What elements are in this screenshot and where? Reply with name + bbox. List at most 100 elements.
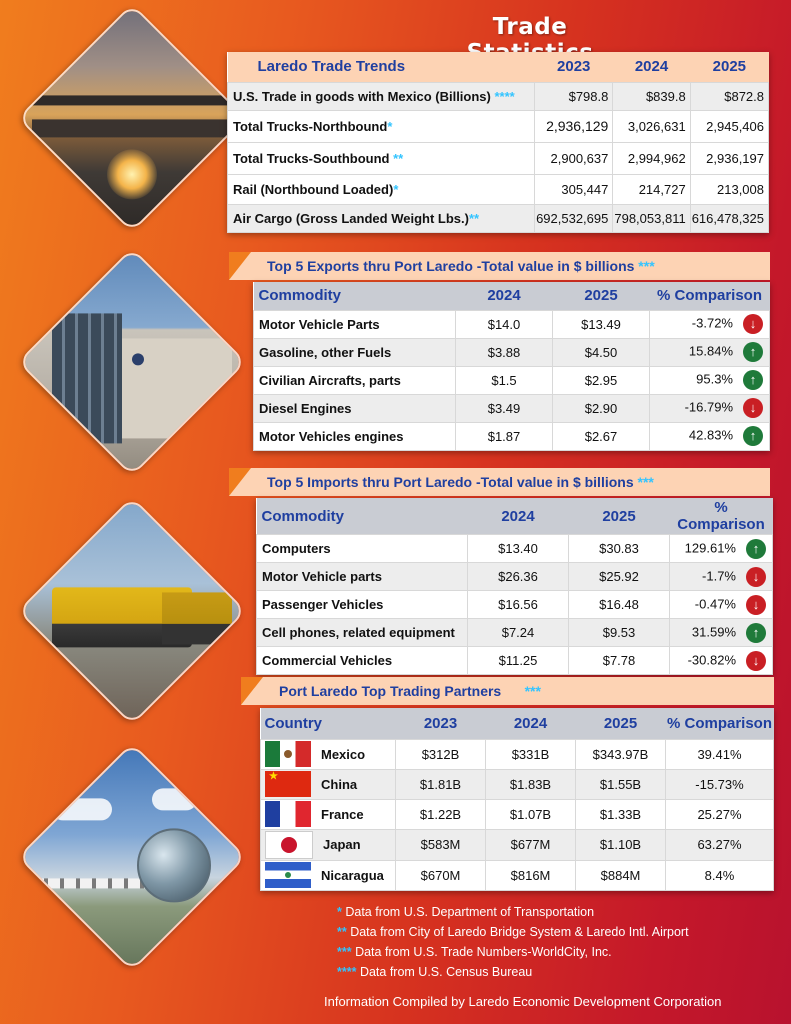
percent-comparison: -16.79% ↓ [649,393,770,423]
value-2025: $2.95 [552,365,650,395]
arrow-up-icon: ↑ [746,538,766,559]
cell-value: 2,936,197 [689,141,770,175]
percent-comparison: 42.83% ↑ [649,421,770,451]
cell-value: 616,478,325 [689,203,770,233]
commodity-name: Motor Vehicle parts [256,562,468,591]
arrow-up-icon: ↑ [746,622,766,643]
commodity-name: Motor Vehicle Parts [253,309,456,339]
percent-comparison: 8.4% [665,859,774,891]
value-2024: $1.83B [485,768,576,800]
table-row: ★ China $1.81B $1.83B $1.55B -15.73% [260,768,774,800]
percent-comparison: -0.47% ↓ [669,590,773,619]
value-2024: $1.07B [485,798,576,830]
column-header: Country [260,708,396,739]
percent-value: -3.72% [691,315,733,331]
value-2025: $9.53 [568,618,670,647]
table-row: Computers $13.40 $30.83 129.61% ↑ [256,534,773,563]
customs-building-photo [17,247,247,477]
percent-comparison: -30.82% ↓ [669,646,773,675]
imports-header: Commodity 2024 2025 % Comparison [256,498,773,535]
value-2023: $583M [395,828,486,861]
arrow-up-icon: ↑ [743,370,763,390]
value-2024: $677M [485,828,576,861]
value-2024: $1.87 [455,421,553,451]
france-flag-icon [265,801,311,827]
arrow-down-icon: ↓ [746,594,766,615]
percent-value: -16.79% [684,399,733,415]
column-header: 2025 [552,282,650,310]
cell-value: 214,727 [612,173,691,205]
commodity-name: Passenger Vehicles [256,590,468,619]
table-row: France $1.22B $1.07B $1.33B 25.27% [260,798,774,830]
percent-value: -1.7% [702,567,736,583]
value-2025: $1.10B [575,828,666,861]
bridge-sunset-photo [17,3,247,233]
column-header: % Comparison [669,498,773,535]
value-2025: $1.55B [575,768,666,800]
imports-table: Commodity 2024 2025 % Comparison Compute… [256,498,773,675]
percent-comparison: -1.7% ↓ [669,562,773,591]
nicaragua-flag-icon [265,862,311,888]
percent-comparison: 95.3% ↑ [649,365,770,395]
value-2025: $2.90 [552,393,650,423]
row-label: Rail (Northbound Loaded)* [226,173,536,205]
arrow-down-icon: ↓ [746,650,766,671]
table-row: Civilian Aircrafts, parts $1.5 $2.95 95.3% ↑ [253,365,770,395]
cell-value: 798,053,811 [612,203,691,233]
percent-value: 31.59% [691,623,736,639]
table-row: U.S. Trade in goods with Mexico (Billion… [226,81,770,111]
row-label: Total Trucks-Northbound* [226,109,536,143]
source-note: **** Data from U.S. Census Bureau [337,965,533,979]
country-name: France [321,806,364,822]
partners-header: Country 2023 2024 2025 % Comparison [260,708,774,739]
row-label: U.S. Trade in goods with Mexico (Billion… [226,81,536,111]
table-row: Japan $583M $677M $1.10B 63.27% [260,828,774,861]
cell-value: 2,945,406 [689,109,770,143]
cell-value: 692,532,695 [534,203,614,233]
globe-sculpture-photo [17,742,247,972]
table-row: Passenger Vehicles $16.56 $16.48 -0.47% ↓ [256,590,773,619]
country-name: Nicaragua [321,867,384,883]
column-header: 2024 [467,498,569,535]
percent-value: 42.83% [688,427,733,443]
table-row: Gasoline, other Fuels $3.88 $4.50 15.84% ↑ [253,337,770,367]
arrow-down-icon: ↓ [743,314,763,334]
value-2025: $13.49 [552,309,650,339]
country-cell: Japan [260,828,396,861]
cell-value: 305,447 [534,173,614,205]
percent-comparison: 31.59% ↑ [669,618,773,647]
cell-value: 213,008 [689,173,770,205]
exports-heading: Top 5 Exports thru Port Laredo -Total va… [229,252,770,280]
country-cell: ★ China [260,768,396,800]
row-label: Total Trucks-Southbound ** [226,141,536,175]
percent-value: 95.3% [696,371,733,387]
table-row: Motor Vehicle Parts $14.0 $13.49 -3.72% ↓ [253,309,770,339]
footer-credit: Information Compiled by Laredo Economic … [324,994,722,1009]
year-header: 2024 [612,52,691,82]
table-row: Rail (Northbound Loaded)* 305,447 214,72… [226,173,770,205]
column-header: Commodity [253,282,456,310]
column-header: 2024 [455,282,553,310]
commodity-name: Diesel Engines [253,393,456,423]
arrow-up-icon: ↑ [743,426,763,446]
table-row: Motor Vehicles engines $1.87 $2.67 42.83% ↑ [253,421,770,451]
cell-value: 2,900,637 [534,141,614,175]
value-2024: $26.36 [467,562,569,591]
value-2025: $2.67 [552,421,650,451]
value-2024: $1.5 [455,365,553,395]
table-row: Total Trucks-Northbound* 2,936,129 3,026… [226,109,770,143]
country-cell: Mexico [260,738,396,770]
value-2024: $816M [485,859,576,891]
commodity-name: Cell phones, related equipment [256,618,468,647]
mexico-flag-icon [265,741,311,767]
value-2024: $11.25 [467,646,569,675]
country-cell: Nicaragua [260,859,396,891]
value-2024: $16.56 [467,590,569,619]
trade-trends-header: Laredo Trade Trends 2023 2024 2025 [227,52,769,82]
year-header: 2025 [690,52,769,82]
value-2025: $1.33B [575,798,666,830]
arrow-down-icon: ↓ [743,398,763,418]
source-notes: * Data from U.S. Department of Transport… [337,902,689,982]
value-2025: $30.83 [568,534,670,563]
train-photo [17,496,247,726]
